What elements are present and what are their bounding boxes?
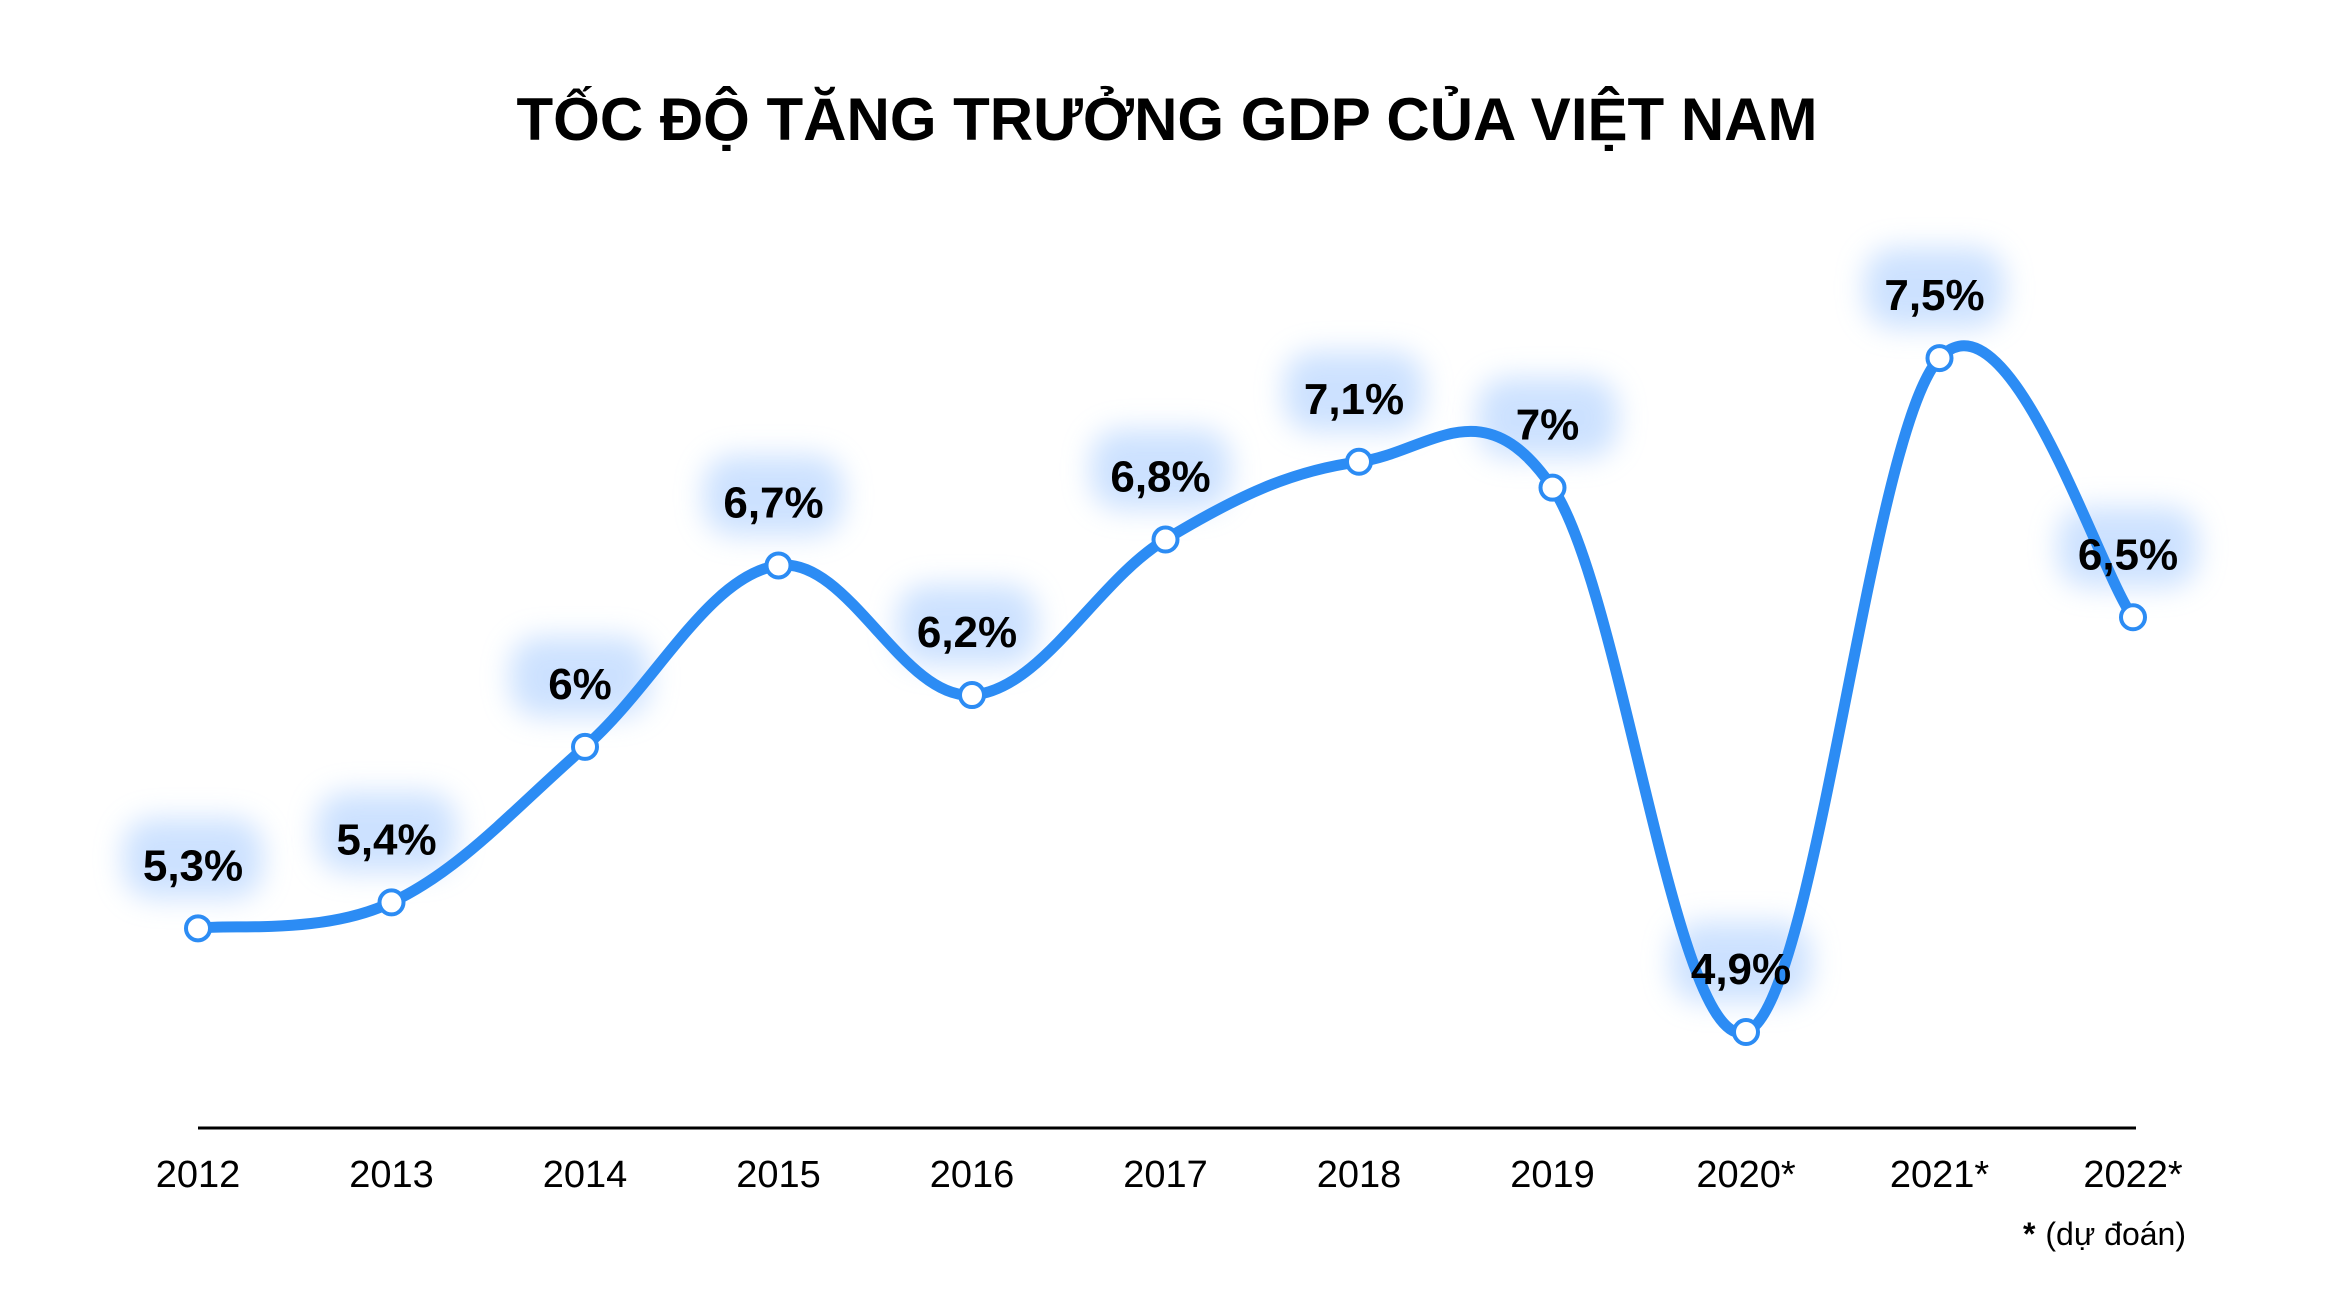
x-tick-labels-group: 2012 2013 2014 2015 2016 2017 2018 2019 2020* 202… (156, 1154, 2183, 1196)
data-point-marker (1538, 473, 1567, 502)
x-tick-label: 2015 (736, 1154, 821, 1196)
footnote: * (dự đoán) (2023, 1216, 2186, 1252)
footnote-text: (dự đoán) (2045, 1216, 2186, 1252)
label-glow (316, 792, 457, 873)
data-label: 6,8% (1110, 453, 1210, 502)
label-glow (123, 818, 263, 899)
data-point-marker (184, 914, 212, 943)
data-label: 7,1% (1304, 375, 1404, 424)
data-label: 5,3% (143, 841, 243, 890)
x-tick-label: 2016 (930, 1154, 1015, 1196)
data-label: 6,2% (917, 608, 1017, 657)
x-tick-label: 2019 (1510, 1154, 1595, 1196)
data-labels-group: 5,3% 5,4% 6% 6,7% 6,2% 6,8% 7,1% 7% 4,9% 7,5% 6,5% (143, 271, 2178, 994)
data-label: 5,4% (336, 815, 436, 864)
x-tick-label: 2018 (1317, 1154, 1402, 1196)
x-tick-label: 2021* (1890, 1154, 1990, 1196)
label-glow (897, 585, 1037, 666)
x-tick-label: 2013 (349, 1154, 434, 1196)
x-tick-label: 2022* (2083, 1154, 2183, 1196)
data-point-marker (1345, 447, 1373, 476)
label-glow (1284, 351, 1424, 432)
data-point-marker (571, 732, 599, 761)
label-glow-layer (123, 248, 2198, 1002)
data-label: 7% (1516, 401, 1580, 450)
label-glow (1864, 248, 2005, 329)
label-glow (1477, 377, 1618, 458)
x-tick-label: 2014 (543, 1154, 628, 1196)
data-label: 7,5% (1884, 271, 1984, 320)
data-label: 6% (548, 660, 612, 709)
footnote-star: * (2023, 1216, 2036, 1252)
data-point-marker (1925, 344, 1954, 373)
data-point-marker (764, 551, 793, 580)
data-point-marker (1151, 525, 1180, 554)
label-glow (510, 636, 650, 717)
data-label: 4,9% (1691, 945, 1791, 994)
data-label: 6,5% (2078, 530, 2178, 579)
label-glow (1090, 429, 1231, 510)
data-point-marker (958, 681, 986, 710)
markers-group (184, 344, 2147, 1046)
x-tick-label: 2020* (1696, 1154, 1796, 1196)
x-tick-label: 2012 (156, 1154, 241, 1196)
data-point-marker (377, 888, 406, 917)
x-tick-label: 2017 (1123, 1154, 1208, 1196)
label-glow (703, 455, 844, 536)
data-point-marker (1732, 1018, 1760, 1046)
data-point-marker (2119, 603, 2147, 632)
chart-title: TỐC ĐỘ TĂNG TRƯỞNG GDP CỦA VIỆT NAM (517, 86, 1818, 153)
data-label: 6,7% (723, 478, 823, 527)
